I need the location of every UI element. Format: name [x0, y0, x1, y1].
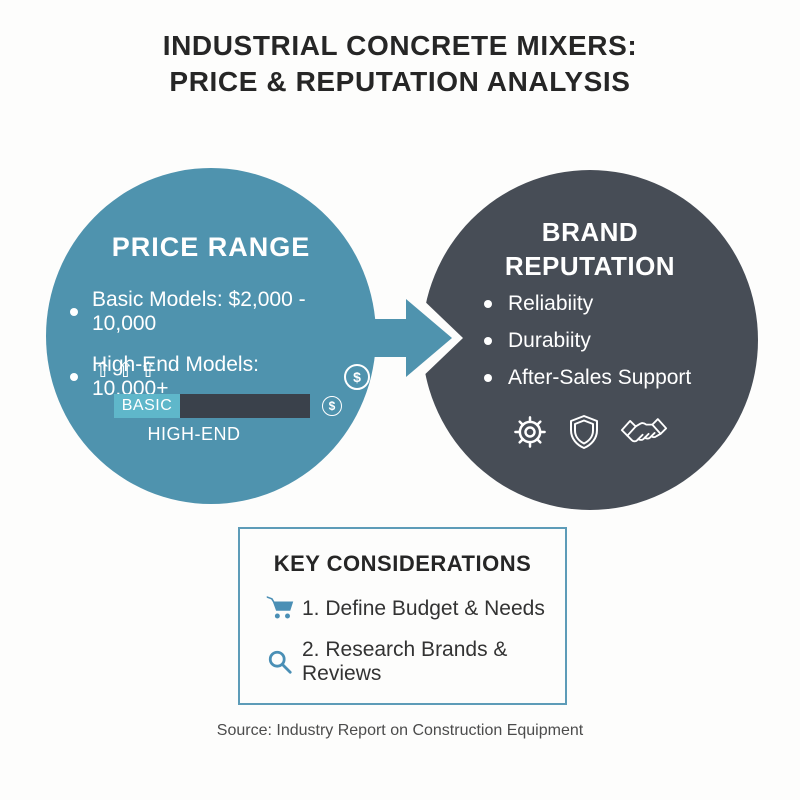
consideration-1-label: 1. Define Budget & Needs: [302, 596, 545, 620]
bar-basic-segment: BASIC: [114, 394, 180, 418]
page-title: INDUSTRIAL CONCRETE MIXERS: PRICE & REPU…: [0, 28, 800, 100]
consideration-2-label: 2. Research Brands & Reviews: [302, 638, 508, 685]
reputation-icon-row: [422, 414, 758, 450]
dollar-circle-icon: $: [322, 396, 342, 416]
bar-highend-segment: [180, 394, 310, 418]
brand-reputation-title: BRAND REPUTATION: [422, 216, 758, 284]
price-range-bar: BASIC: [114, 394, 310, 418]
list-item: 1. Define Budget & Needs: [264, 595, 565, 622]
brand-reputation-bullets: Reliabiity Durabiity After-Sales Support: [484, 292, 744, 403]
page-title-line2: PRICE & REPUTATION ANALYSIS: [169, 65, 631, 97]
handshake-icon: [620, 416, 668, 448]
list-item: After-Sales Support: [484, 366, 744, 390]
search-icon: [264, 649, 296, 675]
bar-highend-label: HIGH-END: [147, 424, 241, 444]
price-range-bullets: Basic Models: $2,000 - 10,000 High-End M…: [70, 288, 370, 418]
bullet-dot-icon: [484, 374, 492, 382]
list-item: Basic Models: $2,000 - 10,000: [70, 288, 370, 336]
brand-title-line2: REPUTATION: [504, 250, 676, 281]
price-range-title: PRICE RANGE: [111, 232, 311, 262]
price-bullet-highend: High-End Models: 10,000+: [92, 353, 259, 400]
key-considerations-items: 1. Define Budget & Needs 2. Research Bra…: [264, 595, 565, 686]
dollar-circle-icon: $: [344, 364, 370, 390]
price-bullet-basic: Basic Models: $2,000 - 10,000: [92, 288, 306, 335]
page-title-line1: INDUSTRIAL CONCRETE MIXERS:: [162, 30, 638, 61]
bullet-dot-icon: [70, 308, 78, 316]
list-item: High-End Models: 10,000+ $: [70, 353, 370, 401]
brand-title-line1: BRAND: [541, 217, 639, 247]
key-considerations-title: KEY CONSIDERATIONS: [273, 551, 532, 576]
list-item: 2. Research Brands & Reviews: [264, 638, 565, 686]
connector-arrow-head-icon: [406, 299, 452, 377]
bullet-dot-icon: [484, 337, 492, 345]
reputation-bullet-aftersales: After-Sales Support: [508, 366, 692, 389]
list-item: Reliabiity: [484, 292, 744, 316]
source-note: Source: Industry Report on Construction …: [216, 722, 584, 739]
price-range-circle: PRICE RANGE Basic Models: $2,000 - 10,00…: [46, 168, 376, 504]
key-considerations-box: KEY CONSIDERATIONS 1. Define Budget & Ne…: [238, 527, 567, 705]
reputation-bullet-durability: Durabiity: [508, 329, 591, 352]
list-item: Durabiity: [484, 329, 744, 353]
bullet-dot-icon: [70, 373, 78, 381]
bullet-dot-icon: [484, 300, 492, 308]
cart-icon: [264, 595, 296, 622]
reputation-bullet-reliability: Reliabiity: [508, 292, 594, 315]
shield-icon: [568, 414, 600, 450]
gear-icon: [512, 414, 548, 450]
connector-arrow: [366, 319, 408, 357]
brand-reputation-circle: BRAND REPUTATION Reliabiity Durabiity Af…: [422, 170, 758, 510]
up-arrows-icon: ⇧⇧⇧: [94, 359, 162, 382]
